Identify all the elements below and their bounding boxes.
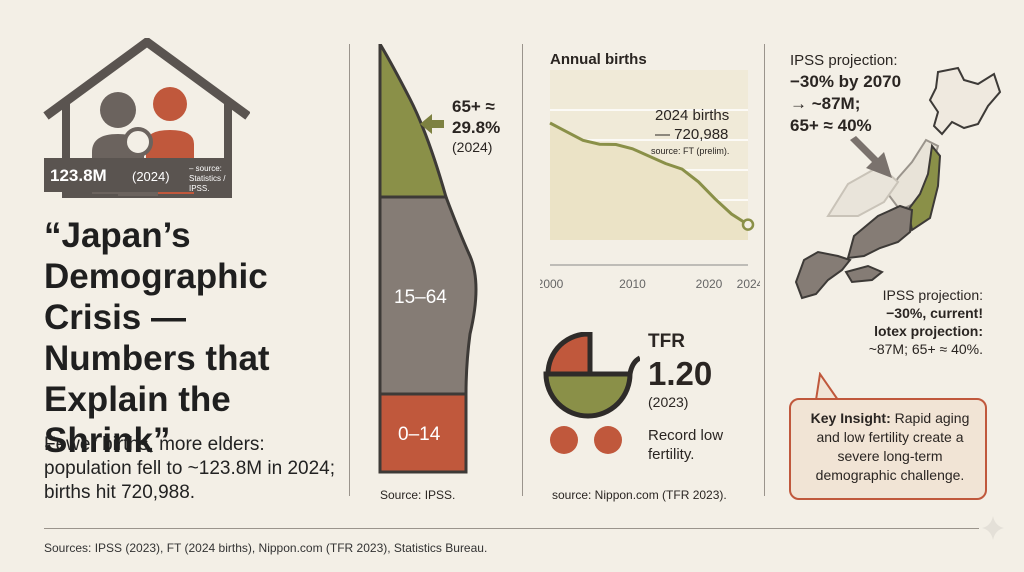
divider-2 xyxy=(522,44,523,496)
population-year: (2024) xyxy=(132,169,170,184)
births-annotation: 2024 births — 720,988 xyxy=(655,107,730,143)
births-area xyxy=(550,123,748,240)
arrow-down-right-icon xyxy=(850,136,892,178)
faded-region-shape xyxy=(826,164,900,217)
sparkle-icon xyxy=(982,516,1004,540)
x-tick-2020: 2020 xyxy=(696,277,723,291)
tfr-year: (2023) xyxy=(648,394,689,410)
house-roof-icon xyxy=(43,38,250,120)
callout-tail-icon xyxy=(815,372,839,401)
age-band-0-14 xyxy=(378,392,468,474)
tfr-label: TFR xyxy=(648,331,685,352)
births-chart-title: Annual births xyxy=(550,51,647,68)
age-band-15-64 xyxy=(378,195,478,396)
hokkaido-shape xyxy=(928,66,1002,136)
births-line-chart: 2000 2010 2020 2024 xyxy=(540,70,760,291)
footer-divider xyxy=(44,528,979,529)
x-tick-2010: 2010 xyxy=(619,277,646,291)
divider-3 xyxy=(764,44,765,496)
population-badge: 123.8M (2024) – source: Statistics / IPSS… xyxy=(44,158,232,193)
divider-1 xyxy=(349,44,350,496)
population-source: – source: Statistics / IPSS. xyxy=(189,164,226,193)
tfr-value: 1.20 xyxy=(648,355,713,392)
shikoku-shape xyxy=(844,264,884,284)
youth-label: 0–14 xyxy=(398,424,441,445)
arrow-left-icon xyxy=(420,114,444,134)
japan-map-icon xyxy=(794,66,1002,300)
population-value: 123.8M xyxy=(50,166,107,185)
elderly-share-year: (2024) xyxy=(452,139,493,155)
page-title: “Japan’s Demographic Crisis — Numbers th… xyxy=(44,216,270,460)
projection-top: IPSS projection: −30% by 2070 → ~87M; 65… xyxy=(790,52,902,135)
projection-bottom: IPSS projection: −30%, current! lotex pr… xyxy=(868,287,983,357)
age-band-65plus xyxy=(378,44,448,199)
sources-footer: Sources: IPSS (2023), FT (2024 births), … xyxy=(44,541,488,555)
births-source: source: FT (prelim). xyxy=(651,146,730,156)
key-insight-box: Key Insight: Rapid aging and low fertili… xyxy=(789,398,987,500)
x-tick-2024: 2024 xyxy=(737,277,760,291)
honshu-central-shape xyxy=(846,204,914,260)
tfr-source: source: Nippon.com (TFR 2023). xyxy=(552,488,727,502)
key-insight-text: Key Insight: Rapid aging and low fertili… xyxy=(810,410,970,483)
page-subtitle: Fewer births, more elders: population fe… xyxy=(44,434,336,503)
pyramid-source: Source: IPSS. xyxy=(380,488,456,502)
working-age-label: 15–64 xyxy=(394,287,447,308)
honshu-east-shape xyxy=(906,143,942,232)
western-japan-shape xyxy=(794,250,852,300)
age-pyramid xyxy=(378,44,478,474)
baby-stroller-icon xyxy=(543,332,640,454)
elderly-share-label: 65+ ≈29.8% xyxy=(452,97,501,137)
tfr-note: Record low fertility. xyxy=(648,427,724,463)
x-tick-2000: 2000 xyxy=(540,277,564,291)
births-point-2024 xyxy=(741,218,755,231)
